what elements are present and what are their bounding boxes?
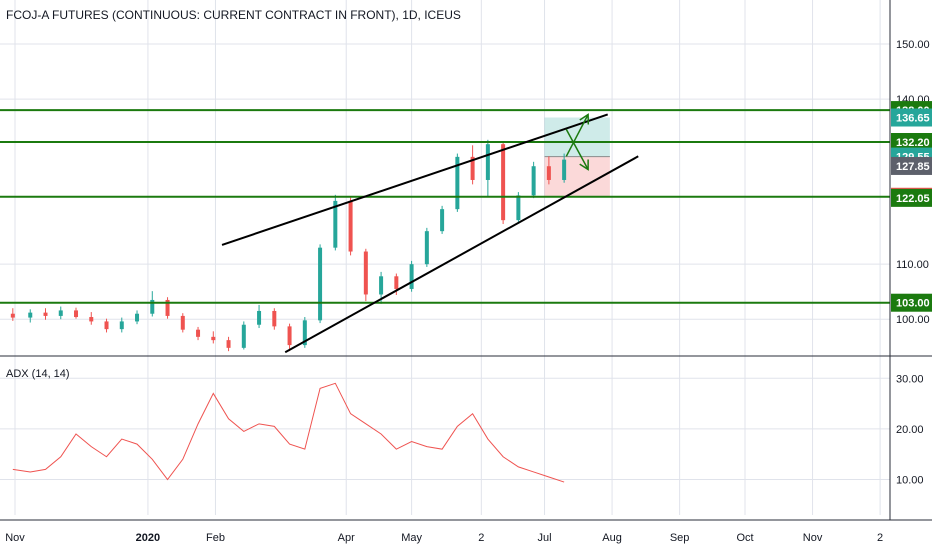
candle-body-9 bbox=[150, 299, 155, 314]
candle-body-34 bbox=[531, 166, 536, 196]
time-tick-label-0: Nov bbox=[5, 532, 25, 544]
candle-body-20 bbox=[318, 247, 323, 321]
levels-layer bbox=[0, 109, 890, 304]
candle-body-15 bbox=[241, 324, 246, 348]
candle-body-19 bbox=[302, 320, 307, 346]
adx-layer bbox=[12, 382, 565, 483]
time-tick-label-8: Sep bbox=[670, 532, 690, 544]
candle-body-8 bbox=[135, 313, 140, 322]
time-tick-label-6: Jul bbox=[537, 532, 551, 544]
price-badge-label-1: 136.65 bbox=[896, 113, 930, 125]
price-badge-2 bbox=[891, 133, 932, 151]
price-badge-7 bbox=[891, 293, 932, 312]
time-tick-label-2: Feb bbox=[206, 532, 225, 544]
candle-body-0 bbox=[10, 313, 15, 318]
price-badge-label-6: 122.05 bbox=[896, 193, 930, 205]
price-badge-4 bbox=[891, 156, 932, 175]
trend-line-0 bbox=[221, 113, 609, 246]
candle-body-17 bbox=[272, 310, 277, 327]
candle-body-22 bbox=[348, 200, 353, 252]
time-tick-label-3: Apr bbox=[338, 532, 355, 544]
candle-body-4 bbox=[74, 310, 79, 318]
candle-body-12 bbox=[196, 329, 201, 337]
candle-body-10 bbox=[165, 299, 170, 316]
arrow-head-0 bbox=[579, 113, 590, 125]
price-badge-1 bbox=[891, 108, 932, 127]
price-tick-label-1: 110.00 bbox=[896, 259, 929, 271]
candle-body-13 bbox=[211, 336, 216, 341]
candle-body-26 bbox=[409, 264, 414, 289]
adx-tick-label-0: 10.00 bbox=[896, 475, 924, 487]
time-tick-label-1: 2020 bbox=[136, 532, 160, 544]
time-tick-label-7: Aug bbox=[602, 532, 622, 544]
candle-body-11 bbox=[180, 315, 185, 330]
candle-body-33 bbox=[516, 195, 521, 221]
arrow-shaft-1 bbox=[565, 128, 589, 170]
candle-body-1 bbox=[28, 312, 33, 318]
price-tick-label-3: 150.00 bbox=[896, 39, 930, 51]
price-badge-6 bbox=[891, 188, 932, 207]
candle-body-7 bbox=[119, 321, 124, 330]
trend-lines-layer bbox=[221, 113, 639, 354]
price-badge-label-4: 127.85 bbox=[896, 161, 930, 173]
time-tick-label-5: 2 bbox=[478, 532, 484, 544]
price-badge-label-2: 132.20 bbox=[896, 137, 930, 149]
adx-title: ADX (14, 14) bbox=[6, 368, 70, 380]
candle-body-18 bbox=[287, 326, 292, 346]
time-tick-label-9: Oct bbox=[736, 532, 753, 544]
candle-body-27 bbox=[424, 231, 429, 265]
arrow-head-1 bbox=[579, 159, 589, 171]
adx-tick-label-2: 30.00 bbox=[896, 373, 924, 385]
price-badges-layer: 138.00136.65132.20129.55127.85122.25122.… bbox=[891, 101, 932, 312]
adx-tick-label-1: 20.00 bbox=[896, 424, 924, 436]
candle-body-28 bbox=[440, 209, 445, 232]
candle-body-31 bbox=[485, 144, 490, 180]
price-tick-label-0: 100.00 bbox=[896, 314, 930, 326]
candle-body-25 bbox=[394, 276, 399, 289]
grid-layer bbox=[0, 0, 890, 515]
arrows-layer bbox=[565, 113, 590, 171]
time-tick-label-10: Nov bbox=[803, 532, 823, 544]
time-tick-label-4: May bbox=[401, 532, 422, 544]
candle-body-5 bbox=[89, 317, 94, 322]
candle-body-35 bbox=[546, 166, 551, 180]
candle-body-3 bbox=[58, 310, 63, 316]
candle-body-24 bbox=[379, 276, 384, 295]
adx-line bbox=[12, 382, 565, 483]
candle-body-14 bbox=[226, 340, 231, 348]
candle-body-6 bbox=[104, 321, 109, 330]
trend-line-1 bbox=[284, 155, 639, 354]
candle-body-32 bbox=[501, 144, 506, 221]
price-badge-label-7: 103.00 bbox=[896, 298, 930, 310]
candle-body-23 bbox=[363, 251, 368, 295]
time-tick-label-11: 2 bbox=[877, 532, 883, 544]
candle-body-30 bbox=[470, 156, 475, 180]
candle-body-21 bbox=[333, 200, 338, 248]
position-zones bbox=[544, 117, 610, 197]
candle-body-29 bbox=[455, 156, 460, 210]
chart-title: FCOJ-A FUTURES (CONTINUOUS: CURRENT CONT… bbox=[6, 8, 461, 22]
candle-body-2 bbox=[43, 312, 48, 316]
arrow-shaft-0 bbox=[565, 114, 589, 157]
candle-body-16 bbox=[257, 310, 262, 325]
candle-body-36 bbox=[562, 159, 567, 180]
